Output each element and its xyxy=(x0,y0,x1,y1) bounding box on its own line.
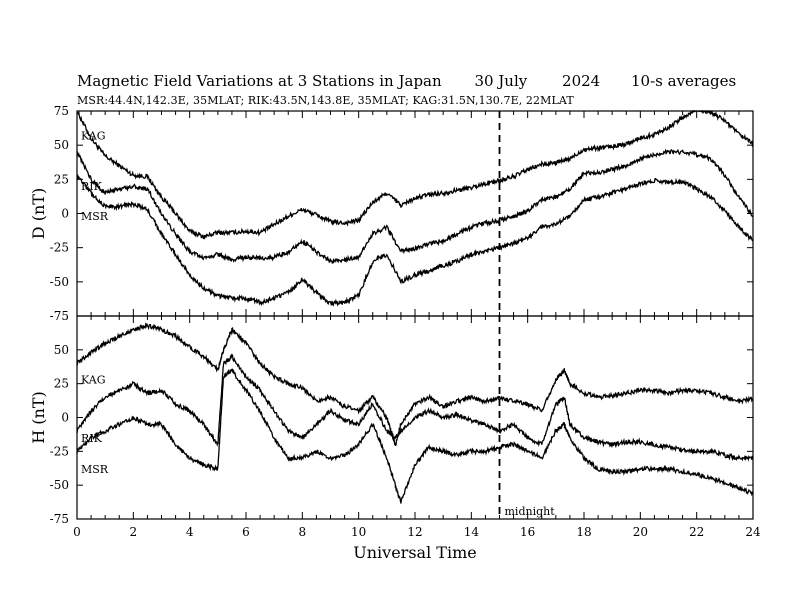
y-axis-label: D (nT) xyxy=(29,188,48,239)
series-line-msr xyxy=(76,174,754,307)
x-tick-label: 22 xyxy=(689,525,704,539)
x-tick-label: 2 xyxy=(130,525,138,539)
series-label-kag: KAG xyxy=(81,374,106,387)
y-tick-label: -25 xyxy=(50,241,69,255)
x-tick-label: 4 xyxy=(186,525,194,539)
y-tick-label: -25 xyxy=(50,444,69,458)
series-label-rik: RIK xyxy=(81,180,103,193)
y-tick-label: 50 xyxy=(54,343,69,357)
x-tick-label: 8 xyxy=(299,525,307,539)
plot-frame xyxy=(76,110,754,317)
series-line-msr xyxy=(76,368,754,504)
series-line-kag xyxy=(76,109,754,240)
x-tick-label: 0 xyxy=(73,525,81,539)
title-date: 30 July xyxy=(474,72,528,90)
series-line-rik xyxy=(76,148,754,264)
y-tick-label: 25 xyxy=(54,172,69,186)
chart-title: Magnetic Field Variations at 3 Stations … xyxy=(77,72,736,90)
y-tick-label: 0 xyxy=(61,411,69,425)
series-line-rik xyxy=(76,353,754,462)
y-tick-label: -50 xyxy=(50,478,69,492)
y-axis-label: H (nT) xyxy=(29,391,48,444)
y-tick-label: -50 xyxy=(50,275,69,289)
x-tick-label: 14 xyxy=(464,525,480,539)
x-tick-label: 10 xyxy=(351,525,366,539)
y-tick-label: 0 xyxy=(61,207,69,221)
y-tick-label: 75 xyxy=(54,104,69,118)
x-tick-label: 18 xyxy=(576,525,591,539)
series-label-kag: KAG xyxy=(81,130,106,143)
title-resolution: 10-s averages xyxy=(631,72,737,90)
y-tick-label: -75 xyxy=(50,309,69,323)
title-main: Magnetic Field Variations at 3 Stations … xyxy=(77,72,442,90)
series-line-kag xyxy=(76,322,754,446)
x-tick-label: 20 xyxy=(633,525,648,539)
x-tick-label: 16 xyxy=(520,525,535,539)
x-axis: 0 2 4 6 8 10 12 14 16 18 20 22 24 xyxy=(73,525,761,539)
series-label-msr: MSR xyxy=(81,463,109,476)
x-tick-label: 24 xyxy=(745,525,761,539)
d-panel: -75 -50 -25 0 25 50 75 D (nT) KAG RIK MSR xyxy=(29,104,754,323)
y-tick-label: 25 xyxy=(54,377,69,391)
station-info: MSR:44.4N,142.3E, 35MLAT; RIK:43.5N,143.… xyxy=(77,94,574,107)
x-tick-label: 6 xyxy=(242,525,250,539)
series-label-msr: MSR xyxy=(81,210,109,223)
midnight-label: midnight xyxy=(505,505,556,518)
x-tick-label: 12 xyxy=(407,525,422,539)
x-axis-label: Universal Time xyxy=(353,543,476,562)
title-year: 2024 xyxy=(562,72,601,90)
y-tick-label: 50 xyxy=(54,138,69,152)
y-tick-label: -75 xyxy=(50,512,69,526)
